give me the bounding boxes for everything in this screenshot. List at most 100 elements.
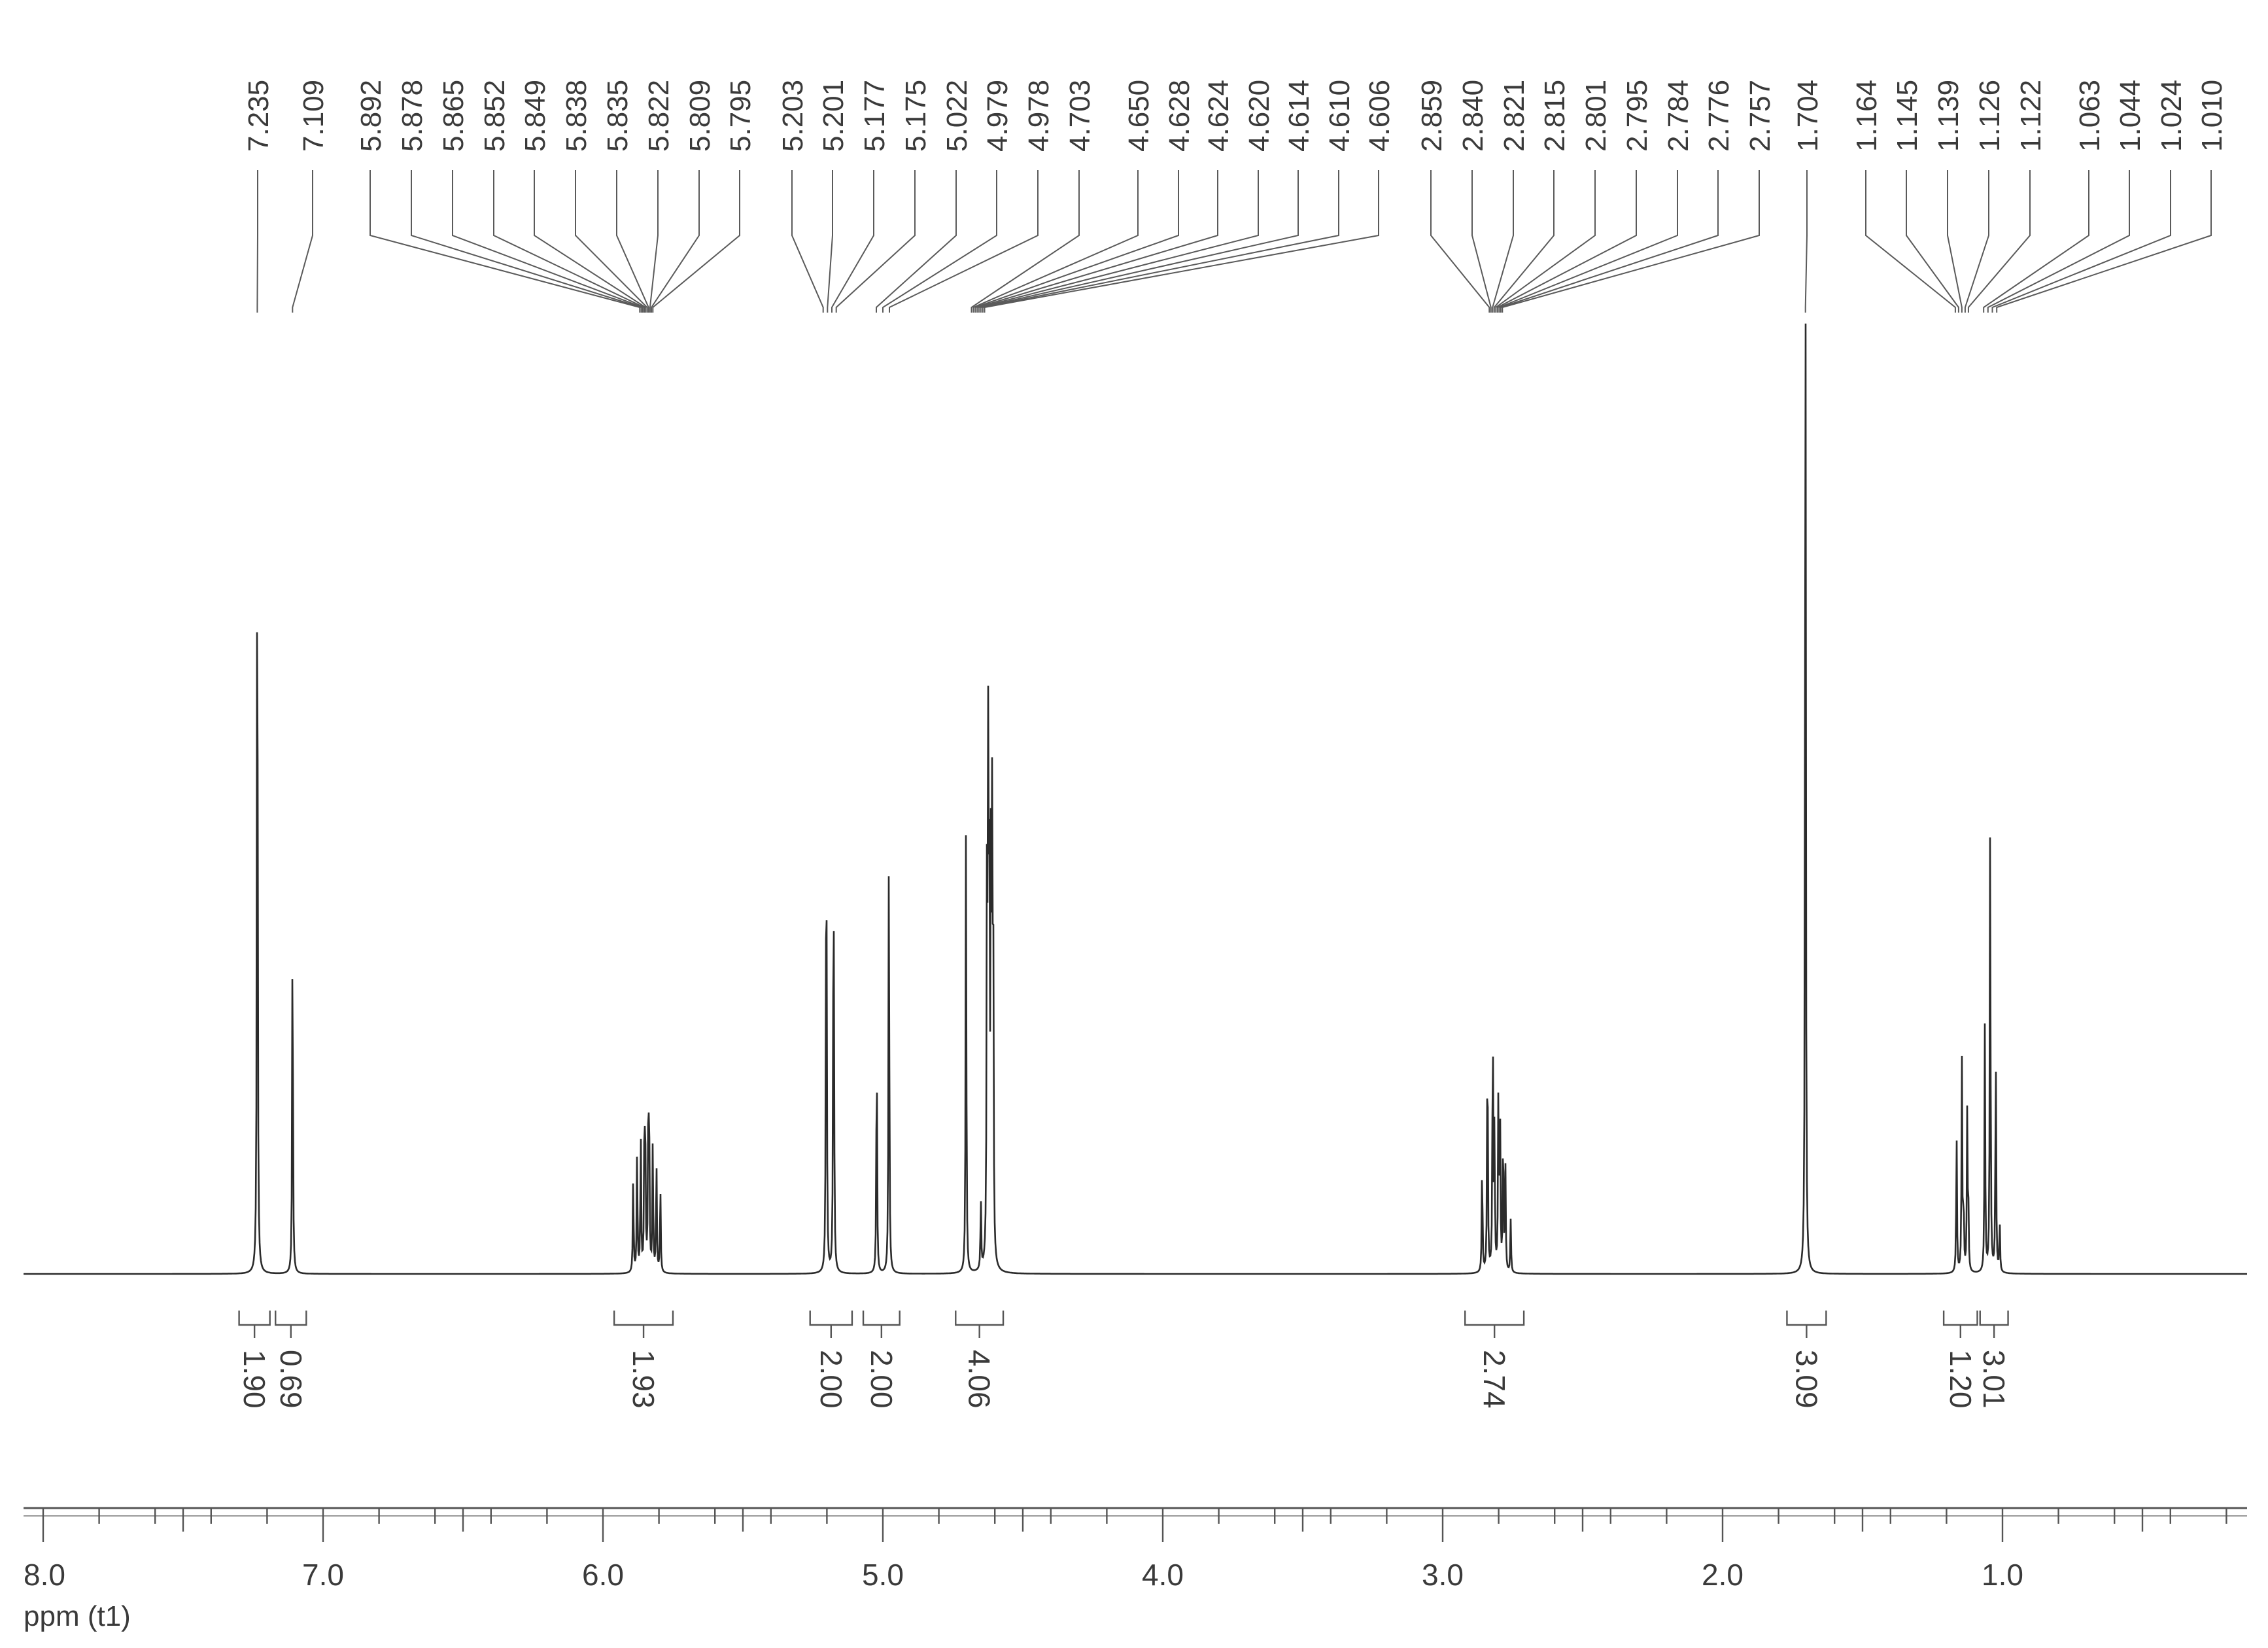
x-tick-label: 5.0 [862,1558,904,1592]
peak-leader-line [575,170,648,313]
peak-label: 5.838 [560,80,593,152]
peak-label: 5.852 [479,80,511,152]
peak-leader-line [651,170,700,313]
integral-bracket [955,1311,1005,1338]
peak-label: 5.892 [355,80,387,152]
integral-label: 4.06 [963,1350,997,1409]
peak-leader-line [976,170,1218,313]
integral-label: 3.01 [1977,1350,2011,1409]
peak-label: 4.606 [1364,80,1396,152]
peak-label: 7.235 [243,80,275,152]
peak-leader-line [1987,170,2130,313]
x-tick-label: 7.0 [302,1558,344,1592]
peak-label: 2.840 [1457,80,1489,152]
peak-leader-line [649,170,659,313]
integral-bracket [275,1311,307,1338]
peak-leader-line [1495,170,1596,313]
integral-label: 1.90 [237,1350,271,1409]
peak-leader-line [982,170,1339,313]
integral-bracket [1786,1311,1827,1338]
peak-label: 2.821 [1498,80,1530,152]
peak-leader-line [452,170,644,313]
peak-label: 4.628 [1163,80,1195,152]
peak-label: 2.776 [1703,80,1735,152]
peak-leader-line [984,170,1379,313]
peak-label: 4.978 [1023,80,1055,152]
peak-label: 1.010 [2196,80,2228,152]
peak-leader-line [1964,170,1989,313]
peak-leader-line [882,170,997,313]
integral-label: 2.74 [1477,1350,1511,1409]
peak-label: 2.757 [1744,80,1776,152]
peak-leader-line [652,170,740,313]
peak-label: 5.022 [941,80,973,152]
x-axis: 8.0 7.0 6.0 5.0 4.0 3.0 2.0 1.0 [24,1507,2247,1592]
peak-label: 5.175 [900,80,932,152]
integral-bracket [809,1311,853,1338]
peak-label: 1.704 [1792,80,1824,152]
peak-label: 2.859 [1416,80,1448,152]
integral-bracket [613,1311,674,1338]
peak-leader-line [534,170,647,313]
peak-label: 1.122 [2015,80,2047,152]
peak-leader-line [292,170,313,313]
peak-label: 5.835 [602,80,634,152]
integral-bracket [1464,1311,1525,1338]
x-tick-label: 8.0 [24,1558,65,1592]
peak-leader-line [1502,170,1760,313]
peak-leader-line [1430,170,1490,313]
peak-leader-line [1947,170,1963,313]
x-tick-label: 2.0 [1702,1558,1744,1592]
peak-label: 4.650 [1123,80,1155,152]
peak-label: 1.145 [1891,80,1923,152]
peak-leader-line [791,170,824,313]
peak-leader-line [1967,170,2031,313]
integral-label: 2.00 [814,1350,848,1409]
peak-leader-line [1500,170,1719,313]
peak-leader-line [1865,170,1956,313]
spectrum-trace [24,323,2247,1275]
peak-label: 5.865 [438,80,470,152]
peak-label: 4.624 [1203,80,1235,152]
peak-leader-line [1496,170,1637,313]
peak-label: 1.024 [2156,80,2188,152]
peak-label: 5.878 [396,80,428,152]
peak-label: 2.815 [1539,80,1571,152]
peak-leader-line [493,170,645,313]
peak-leader-line [1471,170,1492,313]
peak-label: 2.795 [1621,80,1653,152]
peak-label: 1.126 [1974,80,2006,152]
peak-label: 4.703 [1064,80,1096,152]
peak-leader-line [1906,170,1959,313]
peak-label: 7.109 [298,80,330,152]
peak-label: 5.849 [519,80,551,152]
peak-leader-line [1804,170,1808,313]
peak-leader-line [1498,170,1678,313]
peak-label: 1.063 [2074,80,2106,152]
peak-label: 5.201 [817,80,850,152]
peak-leader-line [972,170,1139,313]
peak-label: 4.610 [1324,80,1356,152]
peak-label: 4.979 [982,80,1014,152]
peak-label: 4.614 [1283,80,1315,152]
peak-leader-line [1996,170,2212,313]
integral-label: 3.09 [1789,1350,1823,1409]
peak-label: 4.620 [1243,80,1275,152]
peak-label: 5.809 [684,80,716,152]
peak-label: 5.177 [859,80,891,152]
peak-leader-line [971,170,1080,313]
peak-leader-line [974,170,1179,313]
peak-label: 1.164 [1851,80,1883,152]
peak-leader-line [256,170,258,313]
peak-label: 2.784 [1662,80,1694,152]
peak-leader-line [369,170,641,313]
peak-leader-line [616,170,649,313]
peak-label-leaders [256,170,2212,313]
x-tick-label: 4.0 [1142,1558,1184,1592]
peak-label: 5.203 [777,80,809,152]
x-tick-label: 1.0 [1982,1558,2023,1592]
integral-bracket [1942,1311,1978,1338]
peak-leader-line [1983,170,2089,313]
peak-leader-line [889,170,1039,313]
peak-leader-line [1493,170,1555,313]
